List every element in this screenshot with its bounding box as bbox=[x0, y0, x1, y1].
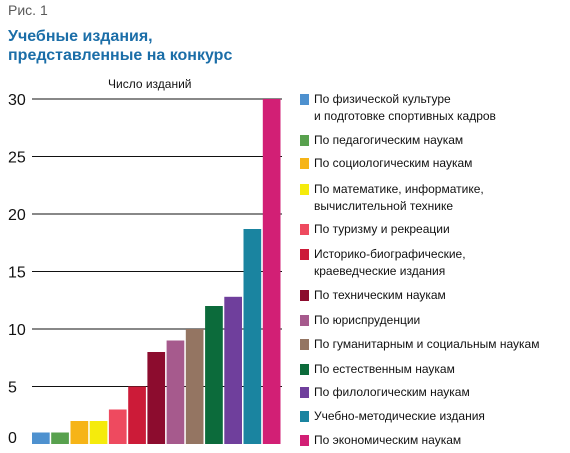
y-tick-label: 10 bbox=[8, 322, 26, 339]
legend-label: По физической культуре и подготовке спор… bbox=[314, 92, 496, 123]
bar-7 bbox=[147, 352, 166, 444]
bar-2 bbox=[51, 432, 69, 444]
legend-swatch bbox=[300, 290, 309, 301]
legend-swatch bbox=[300, 184, 309, 195]
bar-8 bbox=[166, 340, 185, 444]
legend-swatch bbox=[300, 249, 309, 260]
legend-label: Учебно-методические издания bbox=[314, 409, 485, 423]
chart-title: Учебные издания, представленные на конку… bbox=[8, 28, 233, 64]
legend-label: По туризму и рекреации bbox=[314, 222, 450, 236]
legend-label: По педагогическим наукам bbox=[314, 133, 464, 147]
legend-label: По юриспруденции bbox=[314, 313, 421, 327]
bar-6 bbox=[128, 386, 146, 444]
legend-label: По экономическим наукам bbox=[314, 433, 462, 447]
legend-label: По техническим наукам bbox=[314, 288, 446, 302]
legend-swatch bbox=[300, 339, 309, 350]
legend-label: Историко-биографические, краеведческие и… bbox=[314, 247, 466, 278]
legend-swatch bbox=[300, 94, 309, 105]
y-tick-label: 30 bbox=[8, 92, 26, 109]
y-tick-label: 5 bbox=[8, 380, 17, 397]
legend-label: По естественным наукам bbox=[314, 362, 455, 376]
legend-swatch bbox=[300, 387, 309, 398]
bar-3 bbox=[70, 421, 89, 444]
legend-swatch bbox=[300, 411, 309, 422]
bar-4 bbox=[89, 421, 108, 444]
legend-label: По гуманитарным и социальным наукам bbox=[314, 337, 540, 351]
bar-5 bbox=[108, 409, 127, 444]
legend-swatch bbox=[300, 364, 309, 375]
bar-10 bbox=[205, 306, 223, 444]
bar-13 bbox=[262, 99, 281, 444]
legend-swatch bbox=[300, 435, 309, 446]
y-axis-label: Число изданий bbox=[108, 77, 192, 91]
y-tick-label: 25 bbox=[8, 150, 26, 167]
y-tick-label: 0 bbox=[8, 430, 17, 447]
y-tick-label: 15 bbox=[8, 265, 26, 282]
figure-label: Рис. 1 bbox=[8, 2, 48, 18]
bar-9 bbox=[185, 329, 204, 444]
legend-label: По социологическим наукам bbox=[314, 156, 473, 170]
legend-swatch bbox=[300, 224, 309, 235]
legend-swatch bbox=[300, 315, 309, 326]
legend-swatch bbox=[300, 158, 309, 169]
legend-label: По математике, информатике, вычислительн… bbox=[314, 182, 484, 213]
y-tick-label: 20 bbox=[8, 207, 26, 224]
bar-1 bbox=[32, 432, 50, 444]
legend-label: По филологическим наукам bbox=[314, 385, 470, 399]
bar-11 bbox=[224, 296, 242, 444]
bar-12 bbox=[243, 229, 262, 444]
legend-swatch bbox=[300, 135, 309, 146]
